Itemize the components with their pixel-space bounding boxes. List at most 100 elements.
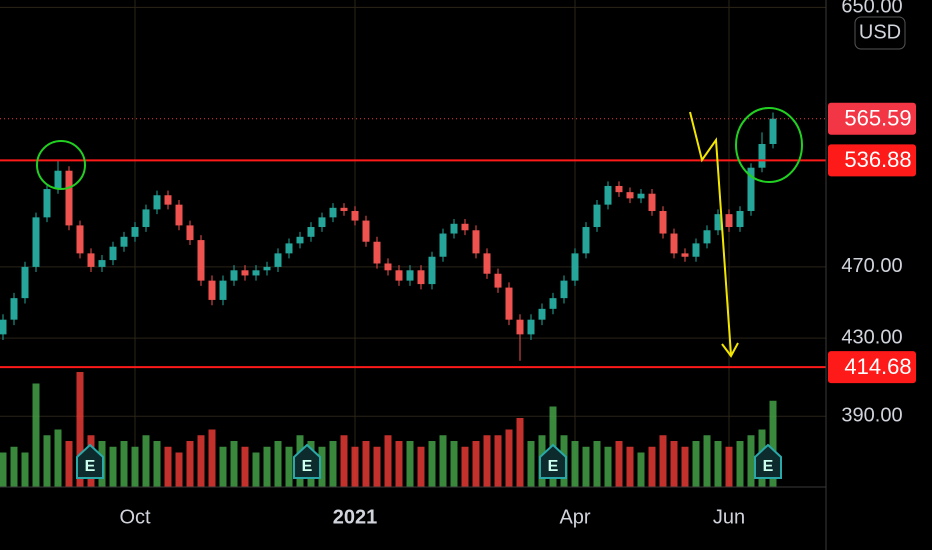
price-label-bg [828,102,916,135]
earnings-label: E [85,458,96,475]
volume-bar [0,452,7,487]
candle-body [450,223,458,234]
volume-bar [175,452,183,487]
highlight-circle [735,107,803,183]
candle-body [648,193,656,211]
volume-bar [626,446,634,487]
candle-body [329,207,337,218]
highlight-circle [36,140,86,190]
candle-body [582,227,590,254]
candle-body [604,185,612,205]
candle-body [10,298,18,320]
earnings-label: E [548,458,559,475]
volume-bar [131,446,139,487]
x-tick-label: 2021 [333,506,378,528]
volume-bar [351,446,359,487]
volume-bar [769,400,777,487]
volume-bar [450,441,458,487]
candle-body [120,236,128,247]
currency-box [854,16,906,50]
candle-body [483,253,491,274]
volume-bar [153,441,161,487]
earnings-label: E [763,458,774,475]
candle-body [406,270,414,281]
candle-body [439,233,447,257]
candle-body [714,214,722,231]
volume-bar [406,441,414,487]
candle-body [703,230,711,244]
volume-bar [516,418,524,487]
candle-body [32,217,40,267]
volume-bar [340,435,348,487]
volume-bar [428,441,436,487]
volume-bar [318,446,326,487]
earnings-badge [754,443,782,479]
volume-bar [714,441,722,487]
volume-bar [76,372,84,487]
projection-arrow [689,111,732,356]
volume-bar [681,446,689,487]
volume-bar [252,452,260,487]
x-tick-label: Jun [713,506,745,528]
candle-body [21,266,29,299]
candle-body [747,167,755,211]
volume-bar [21,452,29,487]
volume-bar [54,429,62,487]
grid [0,0,826,487]
volume-bar [109,446,117,487]
volume-bar [43,435,51,487]
candle-body [626,192,634,199]
candle-body [98,260,106,267]
volume-bar [439,435,447,487]
volume-bar [615,441,623,487]
volume-bar [241,446,249,487]
candle-body [769,118,777,144]
earnings-badge [293,443,321,479]
candle-body [296,236,304,244]
volume-bar [648,446,656,487]
volume-bar [483,435,491,487]
volume-bar [329,441,337,487]
candle-body [527,319,535,335]
volume-bar [417,446,425,487]
candle-body [175,204,183,226]
volume-bar [593,441,601,487]
y-tick-label: 470.00 [841,255,902,277]
candle-body [318,217,326,228]
volume-bar [32,383,40,487]
candle-body [362,220,370,242]
candle-body [43,189,51,218]
volume-bar [120,441,128,487]
candle-body [274,253,282,267]
volume-bar [582,446,590,487]
earnings-badge [539,443,567,479]
candle-body [692,243,700,257]
candle-body [736,210,744,228]
candle-body [428,256,436,285]
candle-body [505,287,513,320]
candle-body [164,195,172,205]
price-label-bg [828,144,916,177]
volume-bar [208,429,216,487]
volume-bar [747,435,755,487]
volume-bar [164,446,172,487]
volume-bar [670,441,678,487]
volume-bar [494,435,502,487]
candle-body [186,225,194,241]
candle-body [472,230,480,254]
volume-bar [230,441,238,487]
volume-bar [362,441,370,487]
volume-bar [637,452,645,487]
candle-body [219,280,227,300]
volume-bar [285,446,293,487]
candle-body [351,210,359,221]
candle-body [142,209,150,228]
candle-body [241,270,249,276]
candle-body [208,280,216,300]
price-axis: 390.00 430.00 470.00 650.00 Oct 2021 Apr Jun 565… [119,0,916,528]
candle-body [538,308,546,320]
candle-body [131,227,139,237]
candle-body [670,233,678,254]
price-lines [0,118,826,369]
